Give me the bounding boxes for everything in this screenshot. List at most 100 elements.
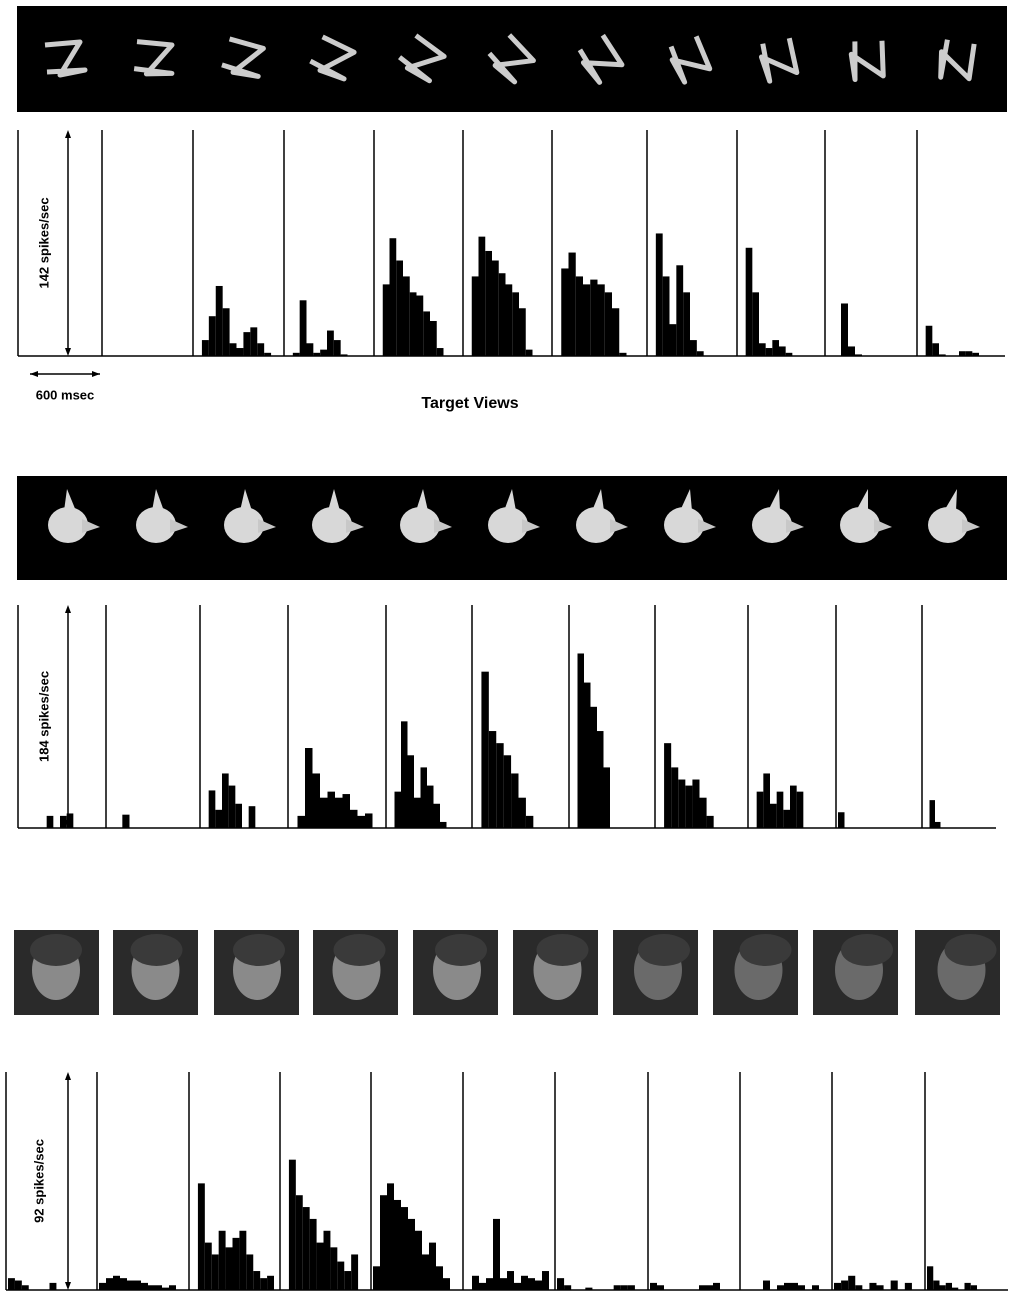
histogram-bar xyxy=(296,1195,303,1290)
histogram-bar xyxy=(798,1285,805,1290)
histogram-bar xyxy=(324,1231,331,1290)
histogram-bar xyxy=(489,731,496,828)
histogram-bar xyxy=(335,798,343,828)
histogram-bar xyxy=(99,1283,106,1290)
hair xyxy=(334,934,386,966)
histogram-bar xyxy=(422,1254,429,1290)
histogram-bar xyxy=(320,798,328,828)
histogram-bar xyxy=(430,321,437,356)
histogram-bar xyxy=(930,800,936,828)
histogram-bar xyxy=(855,1285,862,1290)
histogram-bar xyxy=(690,340,697,356)
histogram-bar xyxy=(67,813,74,828)
histogram-bar xyxy=(341,354,348,356)
x-axis-label: Target Views xyxy=(421,395,518,412)
histogram-bar xyxy=(22,1285,29,1290)
histogram-bar xyxy=(561,268,568,356)
histogram-bar xyxy=(670,324,677,356)
histogram-bar xyxy=(365,813,373,828)
histogram-bar xyxy=(387,1183,394,1290)
hair xyxy=(841,934,893,966)
histogram-bar xyxy=(307,343,314,356)
histogram-bar xyxy=(401,721,408,828)
histogram-bar xyxy=(671,767,678,828)
histogram-bar xyxy=(15,1281,22,1290)
histogram-bar xyxy=(699,1285,706,1290)
histogram-bar xyxy=(237,348,244,356)
histogram-bar xyxy=(249,806,256,828)
histogram-bar xyxy=(935,822,941,828)
histogram-bar xyxy=(578,653,585,828)
histogram-bar xyxy=(198,1183,205,1290)
histogram-bar xyxy=(583,284,590,356)
hair xyxy=(131,934,183,966)
histogram-bar xyxy=(434,804,441,828)
arrow-head xyxy=(65,130,71,138)
arrow-head xyxy=(92,371,100,377)
arrow-head xyxy=(65,605,71,613)
histogram-bar xyxy=(707,816,714,828)
histogram-bar xyxy=(226,1247,233,1290)
histogram-bar xyxy=(440,822,447,828)
histogram-bar xyxy=(394,1200,401,1290)
histogram-bar xyxy=(401,1207,408,1290)
histogram-bar xyxy=(848,1276,855,1290)
histogram-bar xyxy=(891,1281,898,1290)
histogram-bar xyxy=(519,308,526,356)
histogram-bar xyxy=(877,1285,884,1290)
histogram-bar xyxy=(966,351,973,356)
hair xyxy=(435,934,487,966)
histogram-bar xyxy=(303,1207,310,1290)
histogram-bar xyxy=(564,1285,571,1290)
histogram-bar xyxy=(219,1231,226,1290)
histogram-bar xyxy=(414,798,421,828)
y-scale-label: 142 spikes/sec xyxy=(36,197,51,288)
histogram-bar xyxy=(106,1278,113,1290)
histogram-bar xyxy=(485,251,492,356)
histogram-bar xyxy=(305,748,313,828)
histogram-bar xyxy=(526,816,533,828)
histogram-bar xyxy=(337,1262,344,1290)
histogram-bar xyxy=(663,276,670,356)
histogram-bar xyxy=(700,798,707,828)
histogram-bar xyxy=(511,773,518,828)
histogram-bar xyxy=(408,1219,415,1290)
histogram-bar xyxy=(855,354,862,356)
histogram-bar xyxy=(202,340,209,356)
histogram-bar xyxy=(521,1276,528,1290)
histogram-bar xyxy=(383,284,390,356)
histogram-bar xyxy=(683,292,690,356)
histogram-bar xyxy=(597,731,604,828)
histogram-bar xyxy=(971,1285,977,1290)
histogram-bar xyxy=(313,773,321,828)
histogram-bar xyxy=(344,1271,351,1290)
histogram-bar xyxy=(60,816,67,828)
histogram-bar xyxy=(148,1285,155,1290)
hair xyxy=(537,934,589,966)
arrow-head xyxy=(30,371,38,377)
histogram-bar xyxy=(223,308,230,356)
histogram-bar xyxy=(229,786,236,828)
figure: 142 spikes/sec600 msecTarget Views184 sp… xyxy=(0,0,1012,1292)
histogram-bar xyxy=(770,804,777,828)
histogram-bar xyxy=(965,1283,971,1290)
histogram-bar xyxy=(350,810,358,828)
histogram-bar xyxy=(526,350,533,356)
histogram-bar xyxy=(706,1285,713,1290)
histogram-bar xyxy=(408,755,415,828)
histogram-bar xyxy=(697,351,704,356)
histogram-bar xyxy=(415,1231,422,1290)
histogram-bar xyxy=(260,1278,267,1290)
histogram-bar xyxy=(317,1243,324,1290)
hair xyxy=(945,934,997,966)
histogram-bar xyxy=(790,786,797,828)
histogram-bar xyxy=(619,353,626,356)
histogram-bar xyxy=(939,354,946,356)
histogram-bar xyxy=(239,1231,246,1290)
histogram-bar xyxy=(783,810,790,828)
histogram-bar xyxy=(952,1288,958,1290)
histogram-bar xyxy=(784,1283,791,1290)
histogram-bar xyxy=(212,1254,219,1290)
histogram-bar xyxy=(905,1283,912,1290)
histogram-bar xyxy=(692,780,699,828)
